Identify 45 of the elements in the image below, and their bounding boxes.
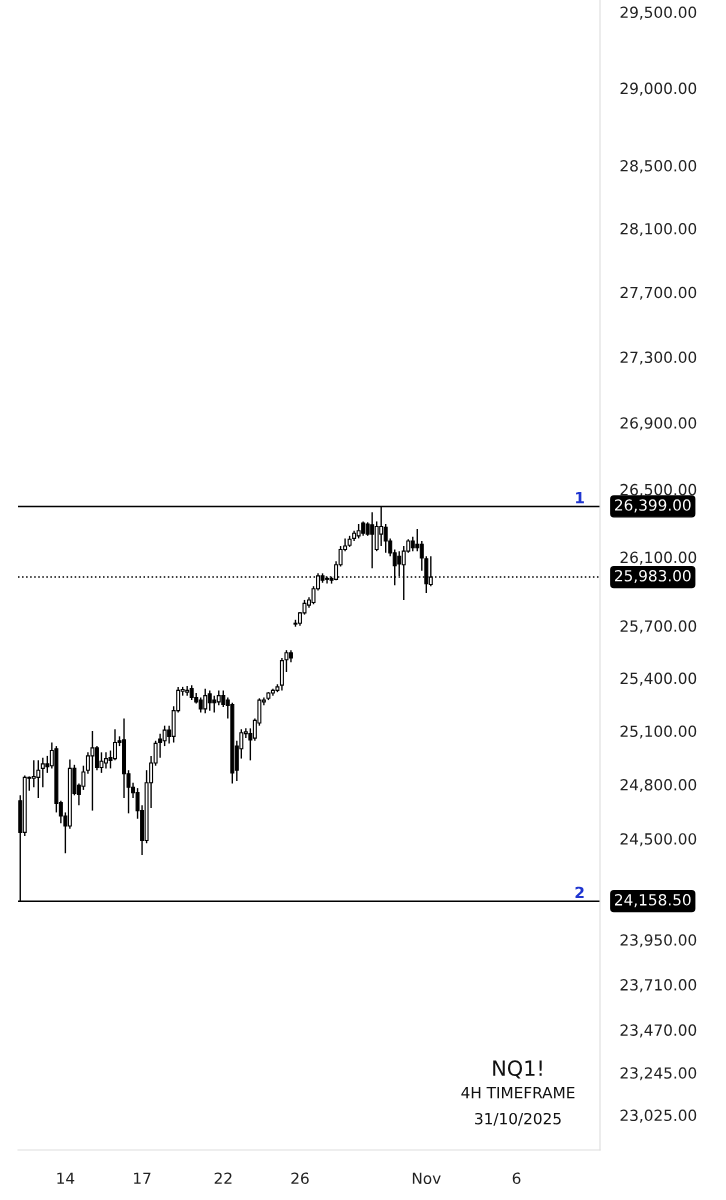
y-tick-label: 28,500.00: [620, 160, 697, 174]
y-tick-label: 26,900.00: [620, 417, 697, 431]
annotation: NQ1!: [493, 1060, 542, 1079]
candlestick: [90, 730, 95, 812]
candlestick: [383, 523, 388, 554]
y-tick-label: 24,500.00: [620, 833, 697, 847]
annotation: 31/10/2025: [475, 1112, 561, 1126]
y-tick-label: 27,700.00: [620, 286, 697, 300]
y-tick-label: 23,950.00: [620, 934, 697, 948]
ref-line-label: 24,158.50: [615, 894, 691, 908]
candlestick: [36, 759, 41, 799]
annotation: 4H TIMEFRAME: [461, 1087, 575, 1099]
y-tick-label: 23,245.00: [620, 1067, 697, 1081]
y-tick-label: 26,100.00: [620, 551, 697, 565]
candlestick: [370, 511, 375, 569]
x-tick-label: 14: [57, 1172, 75, 1184]
y-tick-label: 26,500.00: [620, 483, 697, 497]
candlestick: [40, 756, 45, 788]
annotation: 1: [576, 492, 584, 504]
y-tick-label: 23,025.00: [620, 1109, 697, 1123]
x-tick-label: Nov: [412, 1172, 441, 1185]
ref-line-label: 25,983.00: [615, 569, 691, 584]
y-tick-label: 25,400.00: [620, 672, 697, 686]
y-tick-label: 27,300.00: [620, 351, 697, 365]
annotation: 2: [575, 886, 584, 898]
x-tick-label: 6: [512, 1172, 521, 1185]
y-tick-label: 23,470.00: [620, 1024, 697, 1038]
ref-line-label: 26,399.00: [615, 499, 691, 513]
candlestick: [162, 724, 167, 747]
candlestick: [31, 759, 36, 788]
candlestick: [428, 555, 433, 587]
y-tick-label: 28,100.00: [620, 222, 697, 237]
y-tick-label: 25,100.00: [620, 725, 697, 739]
y-tick-label: 25,700.00: [620, 620, 697, 634]
y-tick-label: 24,800.00: [620, 778, 697, 793]
x-tick-label: 26: [291, 1172, 309, 1185]
y-tick-label: 29,000.00: [620, 82, 697, 96]
candlestick: [207, 689, 212, 712]
candlestick: [99, 751, 104, 774]
y-tick-label: 23,710.00: [620, 979, 697, 993]
candlestick: [185, 685, 190, 697]
x-tick-label: 17: [134, 1172, 151, 1184]
candlestick: [203, 687, 208, 714]
x-tick-label: 22: [214, 1172, 232, 1184]
y-tick-label: 29,500.00: [620, 6, 697, 20]
